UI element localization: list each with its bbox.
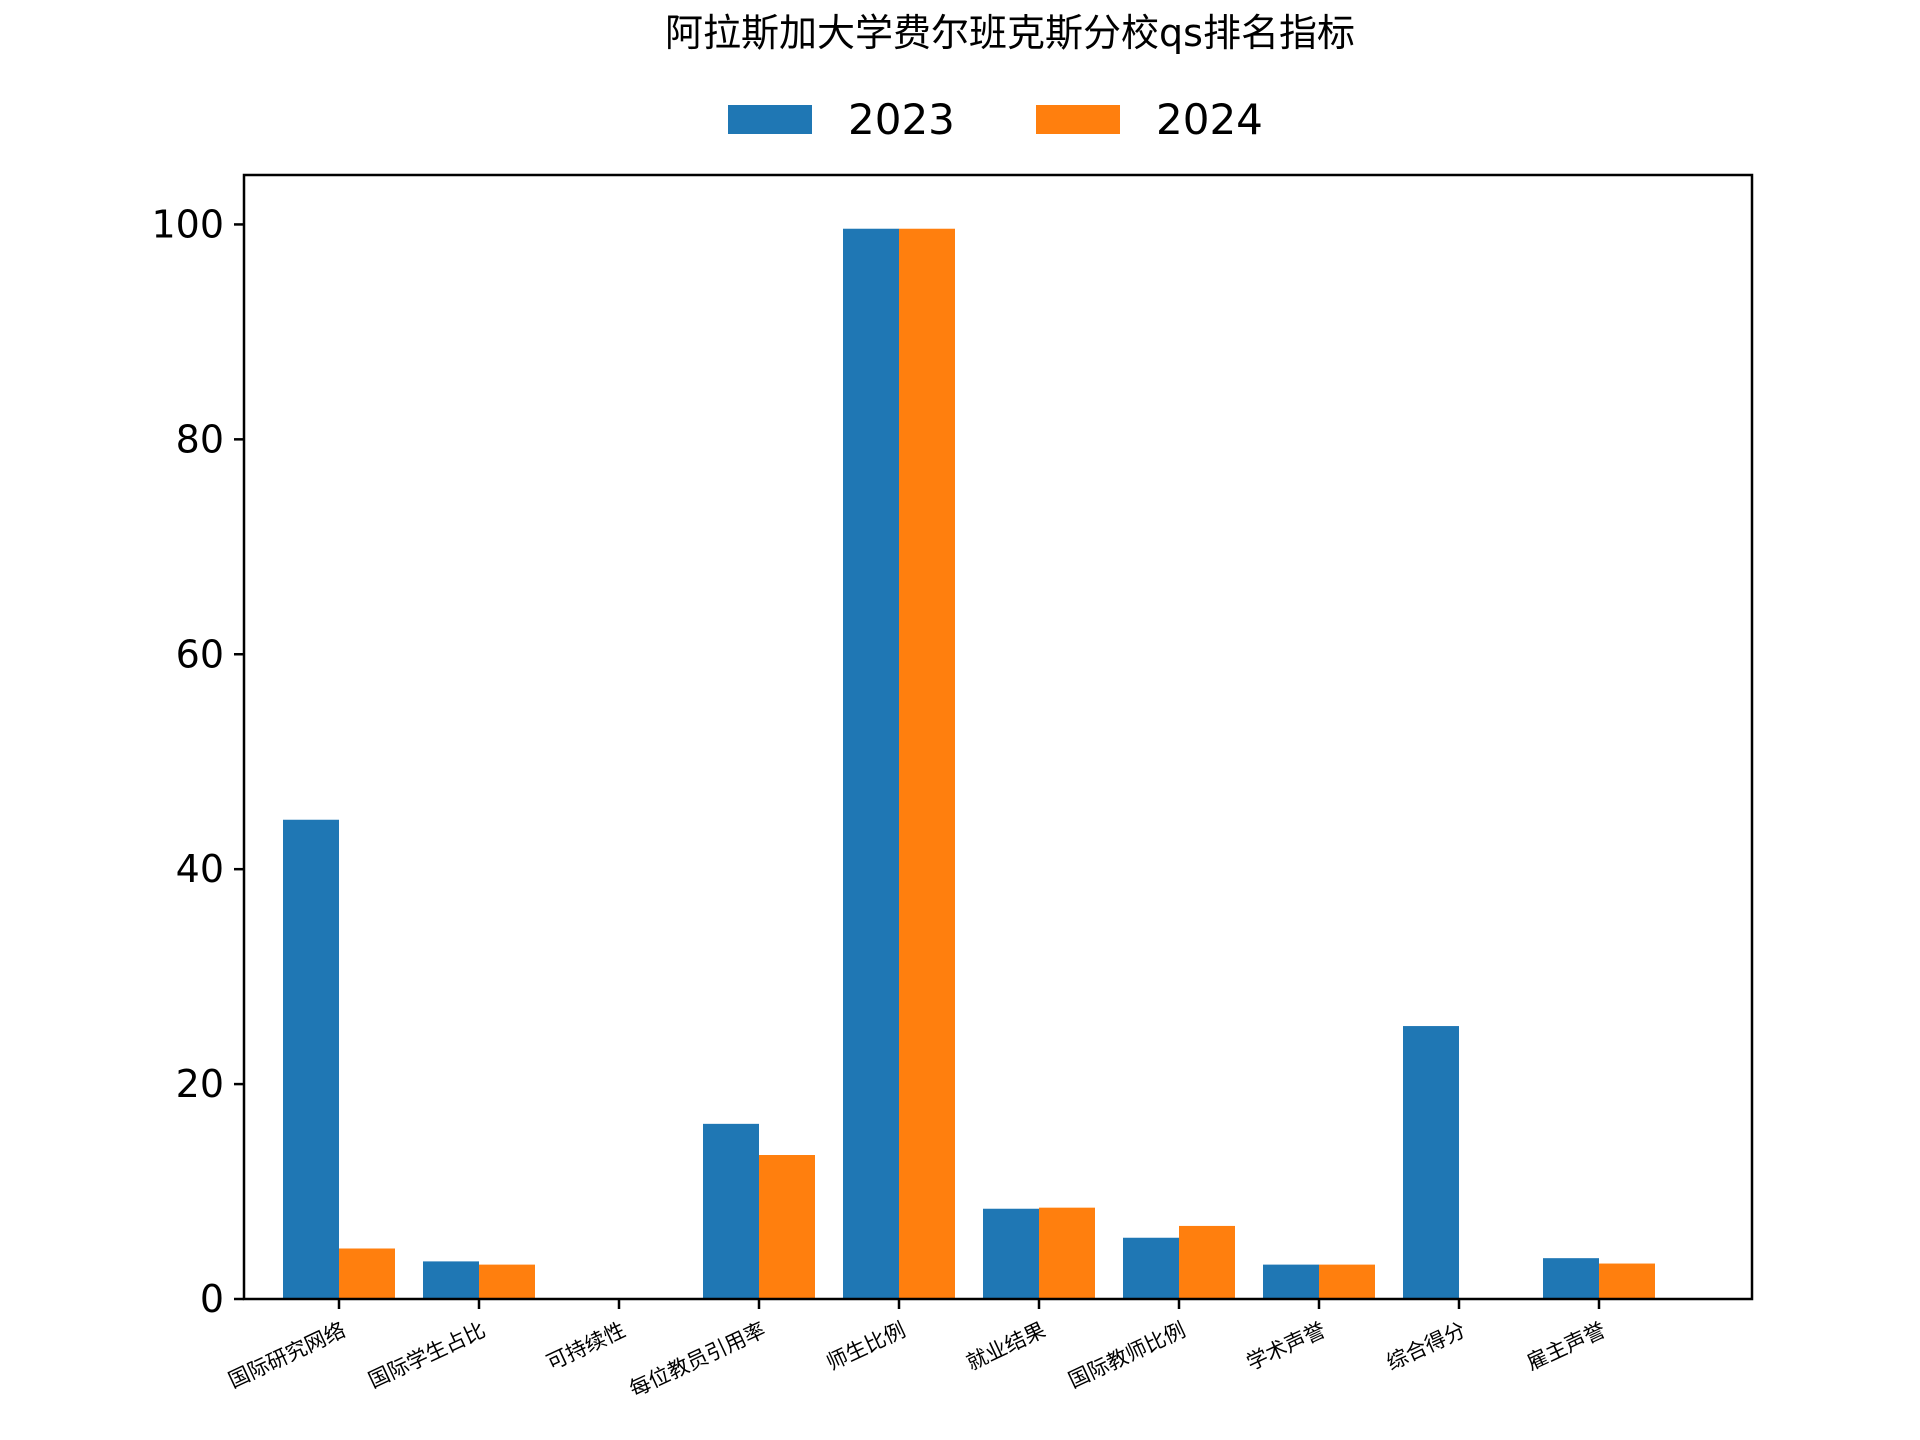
chart-title: 阿拉斯加大学费尔班克斯分校qs排名指标 <box>665 11 1355 55</box>
x-tick-label: 每位教员引用率 <box>626 1318 769 1402</box>
bar-2024-1 <box>339 1248 395 1299</box>
bar-2023-5 <box>843 228 899 1299</box>
y-tick-label: 80 <box>176 417 224 461</box>
bar-2023-4 <box>703 1123 759 1299</box>
y-tick-label: 40 <box>176 847 224 891</box>
x-tick-label: 国际学生占比 <box>365 1318 489 1393</box>
bar-2023-2 <box>423 1261 479 1299</box>
bar-2024-7 <box>1179 1225 1235 1299</box>
legend-label-2024: 2024 <box>1156 95 1263 144</box>
x-tick-label: 雇主声誉 <box>1523 1318 1609 1375</box>
x-tick-label: 师生比例 <box>823 1318 909 1375</box>
bar-2023-9 <box>1403 1026 1459 1299</box>
legend: 2023 2024 <box>728 95 1263 144</box>
bar-2024-6 <box>1039 1207 1095 1299</box>
y-tick-label: 20 <box>176 1062 224 1106</box>
bar-2024-4 <box>759 1155 815 1299</box>
bar-2023-8 <box>1263 1264 1319 1299</box>
plot-frame <box>242 173 1754 1301</box>
bar-2023-1 <box>283 819 339 1299</box>
x-tick-label: 学术声誉 <box>1243 1318 1329 1375</box>
bar-2024-8 <box>1319 1264 1375 1299</box>
bar-2023-6 <box>983 1208 1039 1299</box>
legend-swatch-2023 <box>728 105 812 134</box>
x-tick-label: 综合得分 <box>1383 1318 1469 1375</box>
y-tick-label: 100 <box>151 202 224 246</box>
bar-2023-10 <box>1543 1258 1599 1299</box>
legend-swatch-2024 <box>1036 105 1120 134</box>
bar-2023-7 <box>1123 1237 1179 1299</box>
y-tick-label: 0 <box>200 1277 224 1321</box>
x-tick-label: 就业结果 <box>963 1318 1049 1375</box>
bars-group <box>283 228 1655 1299</box>
bar-2024-10 <box>1599 1263 1655 1299</box>
x-tick-label: 可持续性 <box>543 1318 629 1375</box>
legend-label-2023: 2023 <box>848 95 955 144</box>
x-tick-label: 国际教师比例 <box>1065 1318 1189 1393</box>
y-tick-label: 60 <box>176 632 224 676</box>
bar-2024-2 <box>479 1264 535 1299</box>
y-axis: 0 20 40 60 80 100 <box>151 202 244 1321</box>
bar-2024-5 <box>899 228 955 1299</box>
x-tick-label: 国际研究网络 <box>225 1318 349 1393</box>
